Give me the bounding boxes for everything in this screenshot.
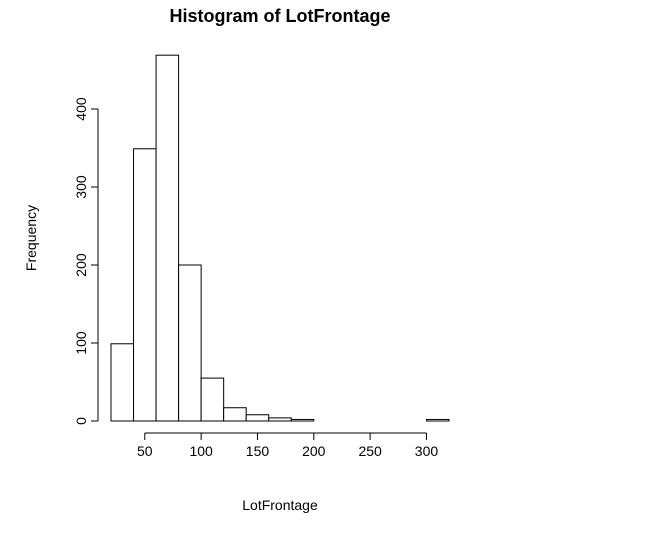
bar <box>133 148 157 422</box>
x-tick-label: 300 <box>415 443 439 459</box>
chart-title: Histogram of LotFrontage <box>170 6 391 26</box>
bar <box>245 414 270 422</box>
bar <box>110 343 135 422</box>
bar <box>290 418 315 422</box>
bar <box>268 417 292 422</box>
bar <box>155 54 180 422</box>
bar <box>223 407 247 422</box>
x-tick-label: 100 <box>189 443 213 459</box>
y-tick-label: 400 <box>73 97 89 121</box>
bar <box>200 377 225 422</box>
y-tick-label: 200 <box>73 253 89 277</box>
x-tick-label: 50 <box>137 443 153 459</box>
x-tick-label: 250 <box>358 443 382 459</box>
y-axis-label: Frequency <box>23 205 39 271</box>
x-tick-label: 200 <box>302 443 326 459</box>
y-tick-label: 0 <box>73 417 89 425</box>
bar <box>425 418 450 422</box>
y-tick-label: 100 <box>73 331 89 355</box>
y-tick-label: 300 <box>73 175 89 199</box>
x-tick-label: 150 <box>246 443 270 459</box>
bar <box>178 264 202 422</box>
x-axis-label: LotFrontage <box>242 497 318 513</box>
